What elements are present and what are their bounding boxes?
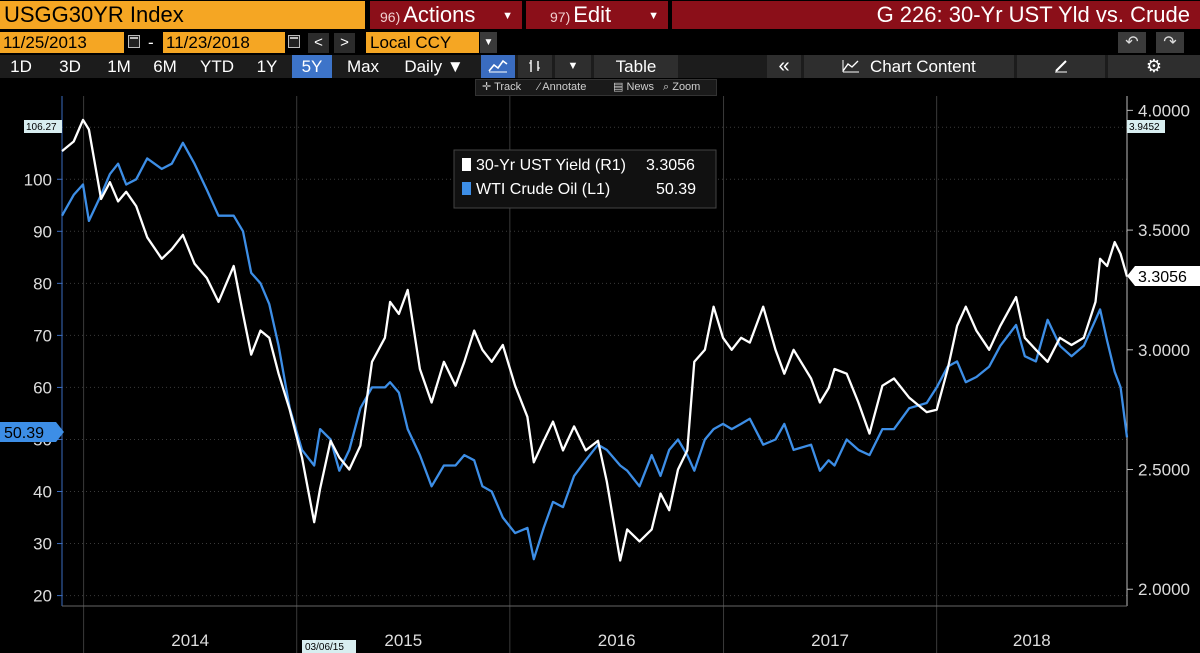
edit-label: Edit [573,2,612,27]
next-period-button[interactable]: > [334,33,355,53]
left-last-value-marker: 50.39 [0,422,64,442]
currency-select[interactable]: Local CCY [366,32,479,53]
right-last-label: 3.3056 [1138,269,1187,286]
track-tool[interactable]: ✛ Track [482,80,521,95]
legend-crude-value: 50.39 [656,181,696,198]
period-toolbar: 1D 3D 1M 6M YTD 1Y 5Y Max Daily ▼ ▼ Tabl… [0,55,1200,78]
zoom-icon: ⌕ [663,81,673,93]
pencil-icon[interactable] [1017,55,1105,78]
x-tick-label: 2018 [1013,631,1051,650]
chevron-down-icon: ▼ [648,10,659,22]
chevron-down-icon[interactable]: ▼ [555,55,591,78]
right-high-marker: 3.9452 [1127,120,1165,133]
left-tick-label: 30 [33,535,52,554]
right-axis-ticks: 2.0000 2.5000 3.0000 3.5000 4.0000 [1127,101,1190,599]
period-3d[interactable]: 3D [59,57,81,76]
period-1m[interactable]: 1M [107,57,131,76]
left-axis-ticks: 2030405060708090100110 [24,118,62,606]
collapse-icon[interactable]: « [767,55,801,78]
chart-icon [842,57,870,76]
left-tick-label: 70 [33,326,52,345]
news-tool[interactable]: ▤ News [613,80,654,95]
left-high-label: 106.27 [26,122,57,133]
legend-yield-value: 3.3056 [646,157,695,174]
news-icon: ▤ [613,81,627,93]
page-title: G 226: 30-Yr UST Yld vs. Crude [672,1,1200,29]
x-tick-label: 2014 [171,631,209,650]
zoom-tool[interactable]: ⌕ Zoom [663,80,700,95]
chart-content-label: Chart Content [869,57,976,76]
track-label: Track [494,81,522,93]
redo-icon[interactable]: ↷ [1156,32,1184,53]
annotate-tool[interactable]: ⁄ Annotate [538,80,586,95]
start-date-field[interactable]: 11/25/2013 [0,32,124,53]
date-range-bar: 11/25/2013 - 11/23/2018 < > Local CCY ▼ … [0,30,1200,55]
title-bar: USGG30YR Index 96) Actions ▼ 97) Edit ▼ G 22… [0,0,1200,30]
annotate-label: Annotate [542,81,587,93]
security-ticker[interactable]: USGG30YR Index [0,1,365,29]
period-ytd[interactable]: YTD [200,57,234,76]
crosshair-icon: ✛ [482,81,495,93]
legend: 30-Yr UST Yield (R1) 3.3056 WTI Crude Oi… [453,149,717,209]
annotate-icon: ⁄ [538,81,543,93]
actions-menu[interactable]: 96) Actions ▼ [370,1,522,29]
right-tick-label: 3.5000 [1138,221,1190,240]
zoom-label: Zoom [672,81,701,93]
crosshair-date-marker: 03/06/15 [302,640,356,653]
frequency-select[interactable]: Daily ▼ [404,57,464,76]
edit-number: 97) [550,9,571,25]
right-tick-label: 2.0000 [1138,580,1190,599]
line-chart: 2030405060708090100110 2.00002.50003.000… [0,96,1200,653]
right-tick-label: 2.5000 [1138,461,1190,480]
edit-menu[interactable]: 97) Edit ▼ [526,1,668,29]
x-axis-ticks: 2014 2015 2016 2017 2018 [171,631,1050,650]
ohlc-bar-icon[interactable] [518,55,552,78]
crosshair-date-label: 03/06/15 [305,642,344,653]
actions-label: Actions [403,2,476,27]
left-tick-label: 90 [33,222,52,241]
right-tick-label: 4.0000 [1138,101,1190,120]
period-max[interactable]: Max [346,57,380,76]
period-1y[interactable]: 1Y [256,57,278,76]
x-tick-label: 2015 [384,631,422,650]
end-date-field[interactable]: 11/23/2018 [163,32,285,53]
period-5y[interactable]: 5Y [292,55,332,78]
settings-gear-icon[interactable]: ⚙ [1108,55,1200,78]
period-1d[interactable]: 1D [10,57,32,76]
actions-number: 96) [380,9,401,25]
undo-icon[interactable]: ↶ [1118,32,1146,53]
legend-box [453,149,717,209]
news-label: News [626,81,654,93]
left-tick-label: 40 [33,483,52,502]
x-tick-label: 2016 [598,631,636,650]
period-6m[interactable]: 6M [153,57,177,76]
legend-swatch-crude [462,182,471,195]
date-separator: - [148,33,154,52]
line-chart-icon[interactable] [481,55,515,78]
calendar-icon[interactable] [288,35,300,48]
calendar-icon[interactable] [128,35,140,48]
chevron-down-icon: ▼ [502,10,513,22]
x-tick-label: 2017 [811,631,849,650]
left-tick-label: 80 [33,274,52,293]
right-tick-label: 3.0000 [1138,341,1190,360]
left-high-marker: 106.27 [24,120,62,133]
chart-content-button[interactable]: Chart Content [804,55,1014,78]
legend-swatch-yield [462,158,471,171]
crude-oil-series-line [60,141,1129,561]
right-high-label: 3.9452 [1129,122,1160,133]
left-tick-label: 20 [33,587,52,606]
chevron-down-icon[interactable]: ▼ [480,32,497,53]
legend-crude-name: WTI Crude Oil (L1) [476,181,610,198]
previous-period-button[interactable]: < [308,33,329,53]
chart-tools-bar: ✛ Track ⁄ Annotate ▤ News ⌕ Zoom [475,79,717,96]
left-last-label: 50.39 [4,425,44,442]
left-tick-label: 60 [33,378,52,397]
legend-yield-name: 30-Yr UST Yield (R1) [476,157,626,174]
table-button[interactable]: Table [594,55,678,78]
right-last-value-marker: 3.3056 [1127,266,1200,286]
left-tick-label: 100 [24,170,52,189]
yield-series-line [61,118,1129,562]
